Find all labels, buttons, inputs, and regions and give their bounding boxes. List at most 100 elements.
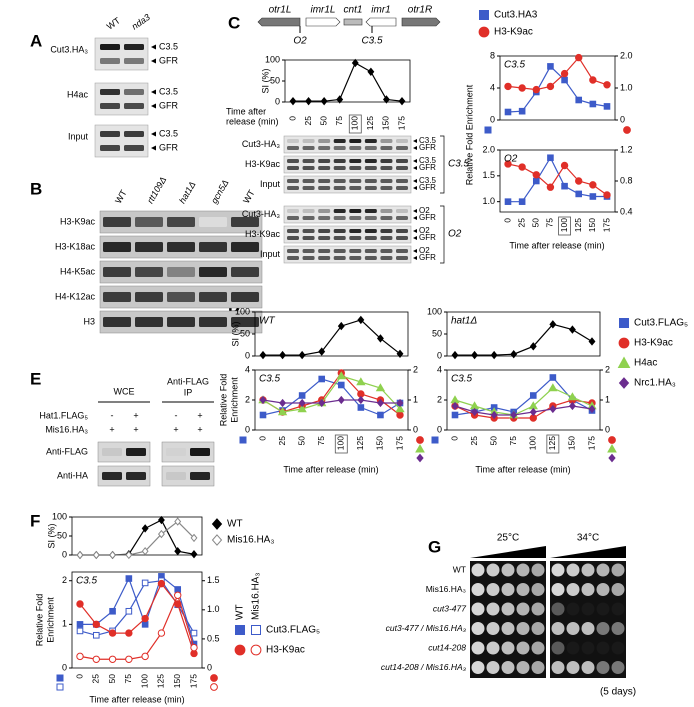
blot-band xyxy=(302,229,315,233)
blot-band xyxy=(333,209,346,213)
x-tick-label: 125 xyxy=(355,436,365,450)
blot-band xyxy=(302,256,315,260)
blot-band xyxy=(396,236,408,240)
blot-band xyxy=(135,242,163,252)
axis-key xyxy=(415,443,425,453)
sign: + xyxy=(197,410,202,420)
panel-letter: E xyxy=(30,369,41,388)
data-point xyxy=(603,81,611,89)
data-point xyxy=(277,407,288,416)
data-point xyxy=(357,404,365,411)
blot-band xyxy=(364,179,377,183)
x-tick-label: 25 xyxy=(469,436,479,446)
row-label: Cut3.HA₃ xyxy=(50,44,88,54)
panel-letter: F xyxy=(30,511,40,530)
tick-label: 0 xyxy=(207,662,212,672)
data-point xyxy=(174,547,182,556)
data-point xyxy=(351,58,359,68)
blot-band xyxy=(167,267,195,277)
band-label: GFR xyxy=(419,183,436,192)
legend-label: Cut3.HA3 xyxy=(494,10,538,21)
growth-spot xyxy=(471,641,485,655)
blot-band xyxy=(124,58,144,64)
data-point xyxy=(125,629,133,637)
growth-spot xyxy=(486,563,500,577)
blot-band xyxy=(231,242,259,252)
blot-band xyxy=(396,209,408,213)
tick-label: 4 xyxy=(437,364,442,374)
growth-spot xyxy=(516,641,530,655)
pointer xyxy=(151,103,156,109)
plot-frame xyxy=(254,311,409,357)
blot-band xyxy=(100,58,120,64)
x-tick-label: 0 xyxy=(74,674,84,679)
series-line xyxy=(454,405,593,416)
otr1R-arrow xyxy=(401,17,441,27)
column-label: WT xyxy=(113,188,129,206)
pointer xyxy=(413,249,417,253)
group-label: WCE xyxy=(114,386,135,396)
growth-spot xyxy=(611,661,625,674)
blot-band xyxy=(167,317,195,327)
chart-title: C3.5 xyxy=(76,576,98,587)
blot-band xyxy=(287,229,299,233)
data-point xyxy=(375,383,386,392)
x-tick-label: 0 xyxy=(449,436,459,441)
axis-key xyxy=(210,683,218,691)
x-tick-label: 100 xyxy=(139,674,149,688)
blot-band xyxy=(103,217,131,227)
blot-band xyxy=(318,249,331,253)
column-label: WT xyxy=(241,188,257,206)
data-point xyxy=(259,395,267,405)
tick-label: 8 xyxy=(490,50,495,60)
data-point xyxy=(546,82,555,91)
data-point xyxy=(279,350,287,360)
x-tick-label: 75 xyxy=(123,674,133,684)
blot-band xyxy=(349,216,362,220)
data-point xyxy=(588,337,596,346)
growth-spot xyxy=(566,661,580,674)
x-tick-label: 50 xyxy=(318,116,328,126)
blot-band xyxy=(349,146,362,150)
blot-band xyxy=(124,131,144,137)
blot-band xyxy=(364,139,377,143)
tick-label: 1 xyxy=(413,394,418,404)
data-point xyxy=(108,629,117,637)
bracket xyxy=(440,135,445,194)
growth-spot xyxy=(531,602,545,616)
blot-band xyxy=(302,166,315,170)
axis-key xyxy=(56,683,64,691)
blot-band xyxy=(199,267,227,277)
blot-band xyxy=(333,249,346,253)
x-axis-label: Time after xyxy=(226,106,266,116)
blot-band xyxy=(199,217,227,227)
row-label: H3 xyxy=(83,316,95,326)
blot-band xyxy=(380,166,393,170)
blot-band xyxy=(396,186,408,190)
blot-band xyxy=(349,236,362,240)
axis-key xyxy=(484,126,492,134)
x-tick-label: 0 xyxy=(502,218,512,223)
growth-spot xyxy=(516,661,530,674)
blot-band xyxy=(302,249,315,253)
growth-spot xyxy=(531,661,545,674)
blot-band xyxy=(135,217,163,227)
row-label: Cut3-HA₃ xyxy=(242,139,281,149)
growth-spot xyxy=(611,622,625,635)
growth-spot xyxy=(566,602,580,616)
band-label: C3.5 xyxy=(419,156,436,165)
data-point xyxy=(549,374,557,381)
tick-label: 2.0 xyxy=(620,50,633,60)
growth-spot xyxy=(596,661,610,674)
data-point xyxy=(396,349,404,358)
blot-band xyxy=(364,146,377,150)
tick-label: 50 xyxy=(57,530,67,540)
growth-spot xyxy=(551,661,565,674)
data-point xyxy=(603,191,611,199)
blot-band xyxy=(380,186,393,190)
axis-key xyxy=(623,126,631,134)
row-label: H3-K18ac xyxy=(55,241,96,251)
x-tick-label: 150 xyxy=(567,436,577,450)
x-tick-label: 175 xyxy=(188,674,198,688)
growth-spot xyxy=(596,602,610,616)
